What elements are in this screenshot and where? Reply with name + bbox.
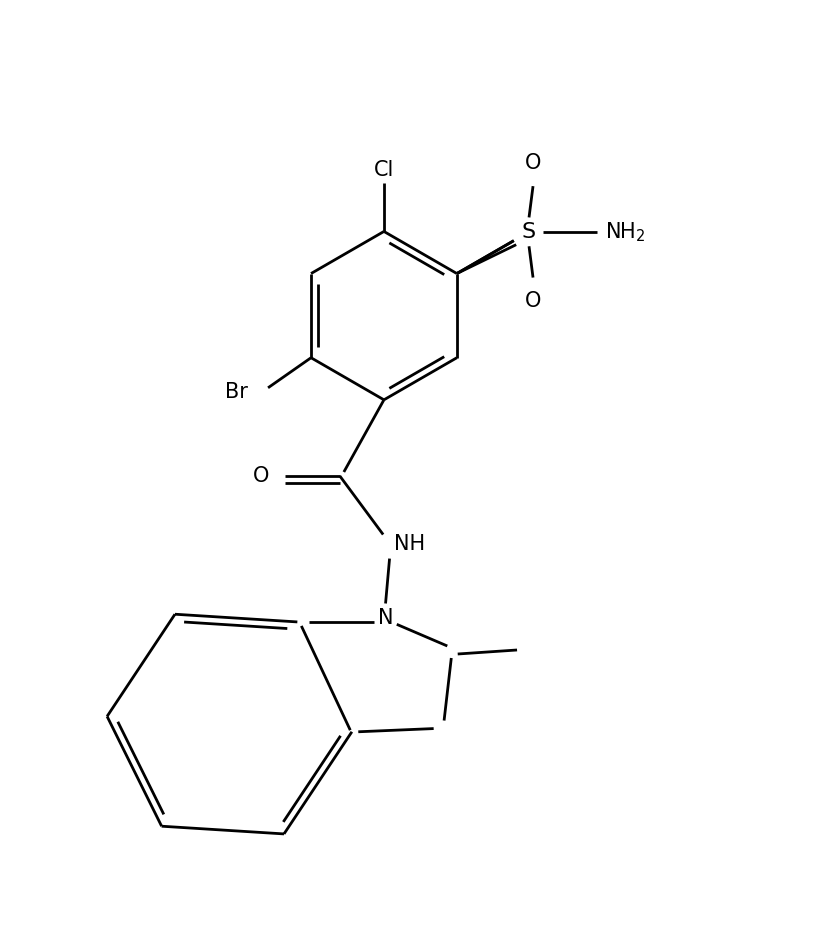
Text: O: O xyxy=(525,152,541,172)
Text: S: S xyxy=(522,222,536,242)
Text: O: O xyxy=(253,466,269,486)
Text: NH: NH xyxy=(393,534,424,554)
Text: Br: Br xyxy=(225,382,248,402)
Text: N: N xyxy=(378,608,393,628)
Text: Cl: Cl xyxy=(374,160,394,180)
Text: NH$_2$: NH$_2$ xyxy=(605,220,645,244)
Text: O: O xyxy=(525,291,541,311)
